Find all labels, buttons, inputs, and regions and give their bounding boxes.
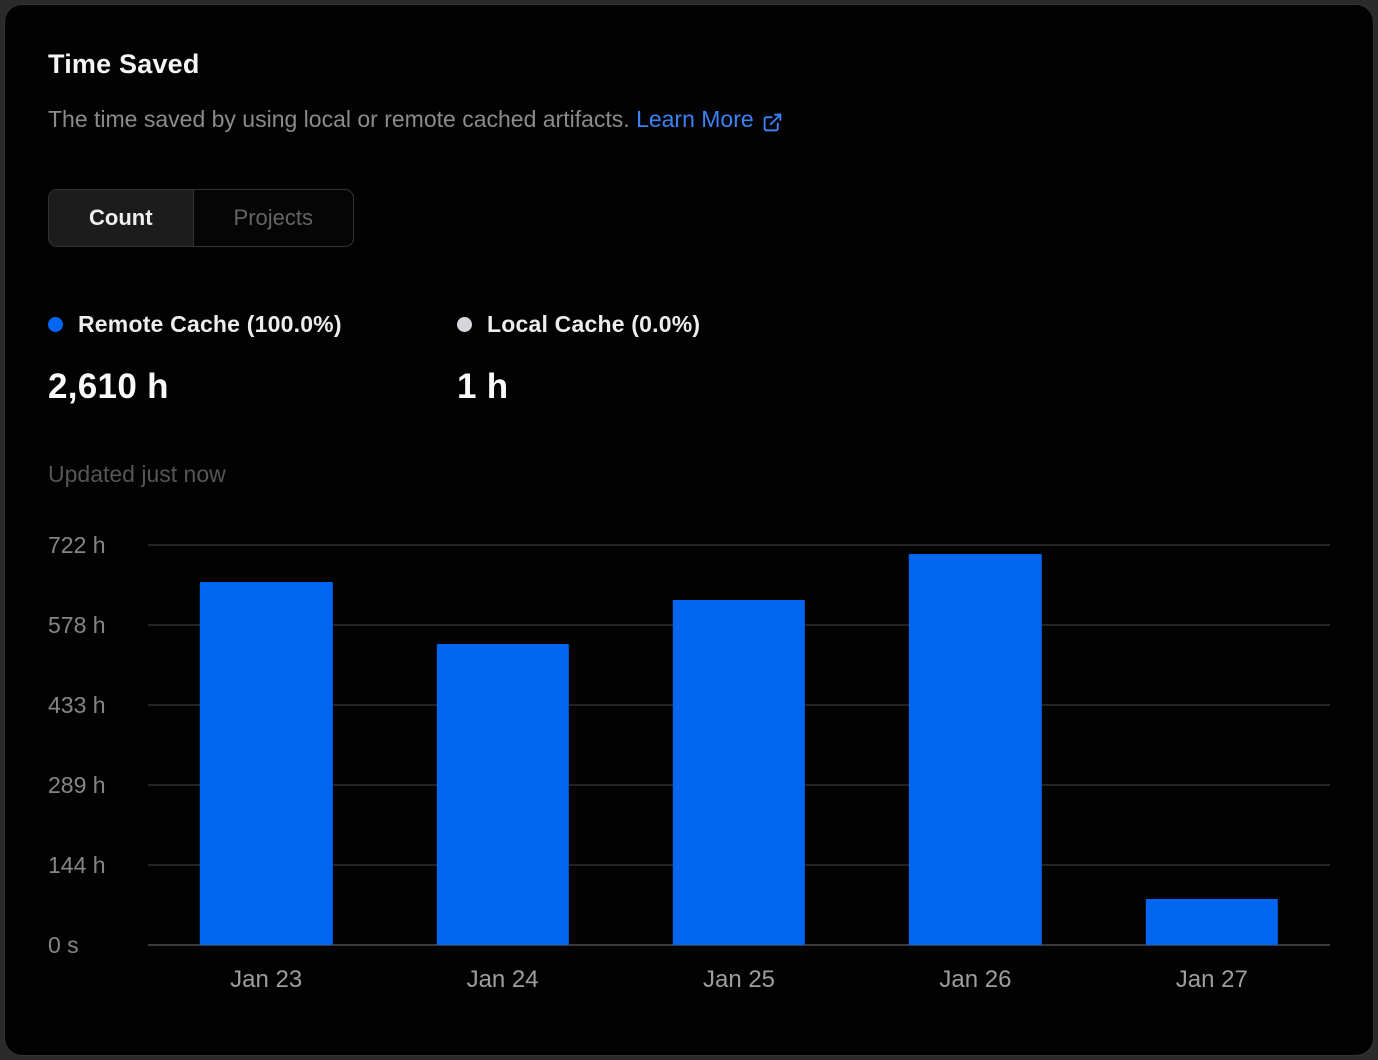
bar-jan-24[interactable]: [436, 644, 569, 945]
remote-cache-value: 2,610 h: [48, 367, 169, 406]
y-tick-label: 433 h: [48, 692, 106, 719]
bar-jan-27[interactable]: [1145, 899, 1278, 945]
remote-cache-label: Remote Cache (100.0%): [78, 310, 342, 337]
local-cache-label: Local Cache (0.0%): [487, 310, 701, 337]
learn-more-link[interactable]: Learn More: [636, 103, 783, 135]
remote-cache-legend: Remote Cache (100.0%): [48, 309, 457, 339]
y-tick-label: 289 h: [48, 771, 106, 798]
remote-cache-stat: Remote Cache (100.0%) 2,610 h: [48, 309, 457, 409]
x-tick-label: Jan 27: [1175, 966, 1248, 993]
view-toggle: Count Projects: [48, 189, 355, 247]
y-axis: 0 s 144 h 289 h 433 h 578 h 722 h: [48, 532, 148, 958]
time-saved-chart: 0 s 144 h 289 h 433 h 578 h 722 h Jan 23 Jan 2…: [48, 529, 1330, 999]
y-tick-label: 144 h: [48, 852, 106, 879]
external-link-icon: [762, 109, 783, 131]
local-cache-value: 1 h: [457, 367, 509, 406]
x-tick-label: Jan 26: [939, 966, 1012, 993]
learn-more-label: Learn More: [636, 106, 754, 132]
card-description: The time saved by using local or remote …: [48, 103, 1330, 135]
gridline: [148, 944, 1330, 946]
updated-status: Updated just now: [48, 461, 226, 487]
bar-jan-26[interactable]: [909, 554, 1042, 945]
x-tick-label: Jan 23: [230, 966, 303, 993]
y-tick-label: 0 s: [48, 932, 79, 958]
local-cache-legend: Local Cache (0.0%): [457, 309, 866, 339]
description-text: The time saved by using local or remote …: [48, 106, 630, 132]
x-tick-label: Jan 24: [466, 966, 539, 993]
local-cache-stat: Local Cache (0.0%) 1 h: [457, 309, 866, 409]
gridline: [148, 544, 1330, 546]
y-tick-label: 578 h: [48, 611, 106, 638]
x-axis: Jan 23 Jan 24 Jan 25 Jan 26 Jan 27: [148, 965, 1330, 995]
y-tick-label: 722 h: [48, 532, 106, 558]
page-title: Time Saved: [48, 49, 200, 79]
time-saved-card: Time Saved The time saved by using local…: [4, 4, 1374, 1056]
cache-stats: Remote Cache (100.0%) 2,610 h Local Cach…: [48, 309, 1330, 409]
plot-area: [148, 544, 1330, 946]
tab-projects[interactable]: Projects: [194, 190, 353, 246]
x-tick-label: Jan 25: [702, 966, 776, 993]
tab-count[interactable]: Count: [49, 190, 194, 246]
bar-jan-23[interactable]: [200, 581, 333, 945]
local-cache-dot-icon: [457, 316, 472, 332]
remote-cache-dot-icon: [48, 316, 63, 332]
bar-jan-25[interactable]: [672, 599, 806, 945]
